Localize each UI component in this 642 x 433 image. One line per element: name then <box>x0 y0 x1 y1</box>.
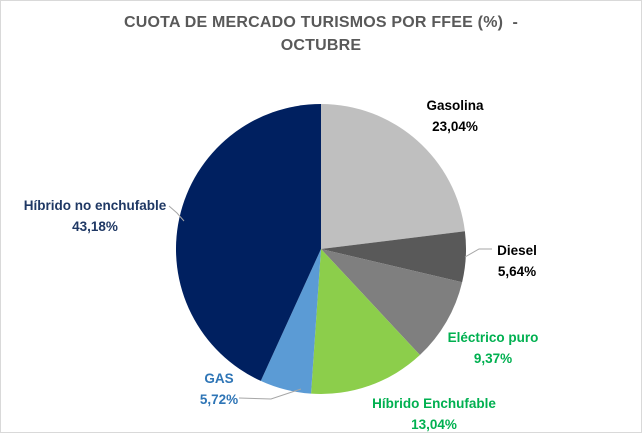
pie-slice-hibrido-enchufable[interactable] <box>311 249 420 395</box>
label-gas-name: GAS <box>204 371 234 386</box>
label-hibrido-enchufable-name: Híbrido Enchufable <box>372 396 496 411</box>
pie-slice-gasolina[interactable] <box>321 104 465 249</box>
pie-slice-hibrido-no-enchufable[interactable] <box>175 104 321 381</box>
label-gasolina-value: 23,04% <box>432 119 478 134</box>
label-electrico-puro-name: Eléctrico puro <box>447 330 539 345</box>
label-gasolina: Gasolina 23,04% <box>426 95 483 137</box>
label-electrico-puro: Eléctrico puro 9,37% <box>448 327 539 369</box>
label-hibrido-no-enchufable: Híbrido no enchufable 43,18% <box>24 195 167 237</box>
label-hibrido-enchufable-value: 13,04% <box>411 417 457 432</box>
leader-line-hibrido-no-enchufable <box>168 205 185 222</box>
leader-line-gas <box>238 388 302 400</box>
chart-title-line-2: OCTUBRE <box>280 37 362 54</box>
pie-slice-diesel[interactable] <box>321 231 466 283</box>
label-hibrido-enchufable: Híbrido Enchufable 13,04% <box>372 393 496 432</box>
label-diesel: Diesel 5,64% <box>497 240 537 282</box>
label-gas: GAS 5,72% <box>200 368 238 410</box>
pie-slice-gas[interactable] <box>260 249 321 394</box>
label-gas-value: 5,72% <box>199 392 239 407</box>
chart-title: CUOTA DE MERCADO TURISMOS POR FFEE (%) -… <box>1 11 641 57</box>
label-gasolina-name: Gasolina <box>426 98 484 113</box>
label-diesel-value: 5,64% <box>497 264 537 279</box>
chart-title-line-1: CUOTA DE MERCADO TURISMOS POR FFEE (%) - <box>124 14 518 31</box>
leader-line-diesel <box>464 248 492 258</box>
label-diesel-name: Diesel <box>497 243 537 258</box>
label-electrico-puro-value: 9,37% <box>473 351 513 366</box>
pie-slice-electrico-puro[interactable] <box>321 249 463 356</box>
label-hibrido-no-enchufable-name: Híbrido no enchufable <box>23 198 167 213</box>
label-hibrido-no-enchufable-value: 43,18% <box>72 219 118 234</box>
